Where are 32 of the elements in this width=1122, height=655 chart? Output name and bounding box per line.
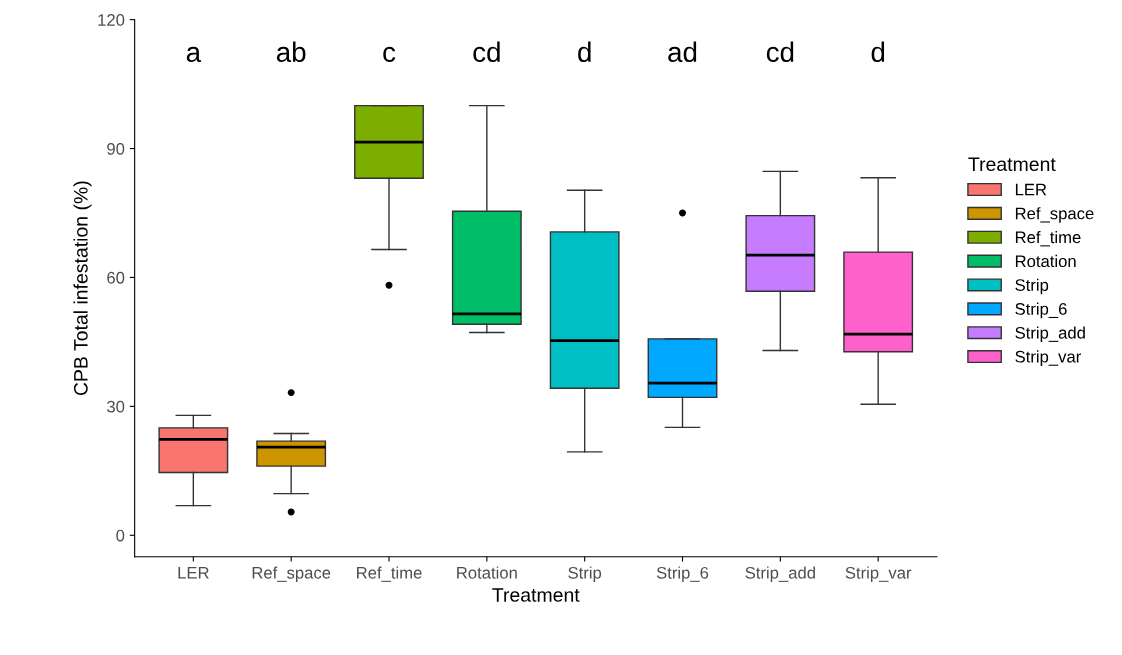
x-tick-label: Rotation [457,566,517,579]
legend-label: LER [1015,183,1047,196]
legend-label: Rotation [1015,254,1076,268]
legend-label: Strip_var [1015,350,1081,366]
y-tick-label: 60 [107,271,125,284]
x-tick-label: Ref_space [252,566,331,583]
annotation: cd [766,41,794,63]
annotation: d [578,41,591,63]
y-axis-title: CPB Total infestation (%) [73,181,92,396]
y-tick-label: 90 [107,142,125,155]
x-tick-label: LER [178,567,209,579]
annotation: ab [276,41,306,63]
x-tick-label: Ref_time [357,566,422,582]
x-tick-label: Strip [568,566,602,583]
legend-label: Ref_space [1015,207,1094,223]
x-axis-title: Treatment [492,588,580,602]
annotation: a [186,46,202,63]
annotation: c [383,46,396,63]
x-tick-label: Strip_6 [656,566,709,583]
annotation: ad [668,41,697,63]
legend-label: Strip_add [1015,326,1085,343]
legend-label: Strip [1015,278,1049,295]
legend-label: Strip_6 [1015,302,1067,319]
annotation: cd [473,41,500,63]
legend-title: Treatment [968,157,1056,172]
x-tick-label: Strip_var [845,566,912,583]
legend-label: Ref_time [1015,231,1081,247]
annotation: d [871,41,885,63]
y-tick-label: 30 [107,400,125,413]
x-tick-label: Strip_add [745,566,815,583]
y-tick-label: 120 [98,14,125,26]
y-tick-label: 0 [116,529,125,542]
